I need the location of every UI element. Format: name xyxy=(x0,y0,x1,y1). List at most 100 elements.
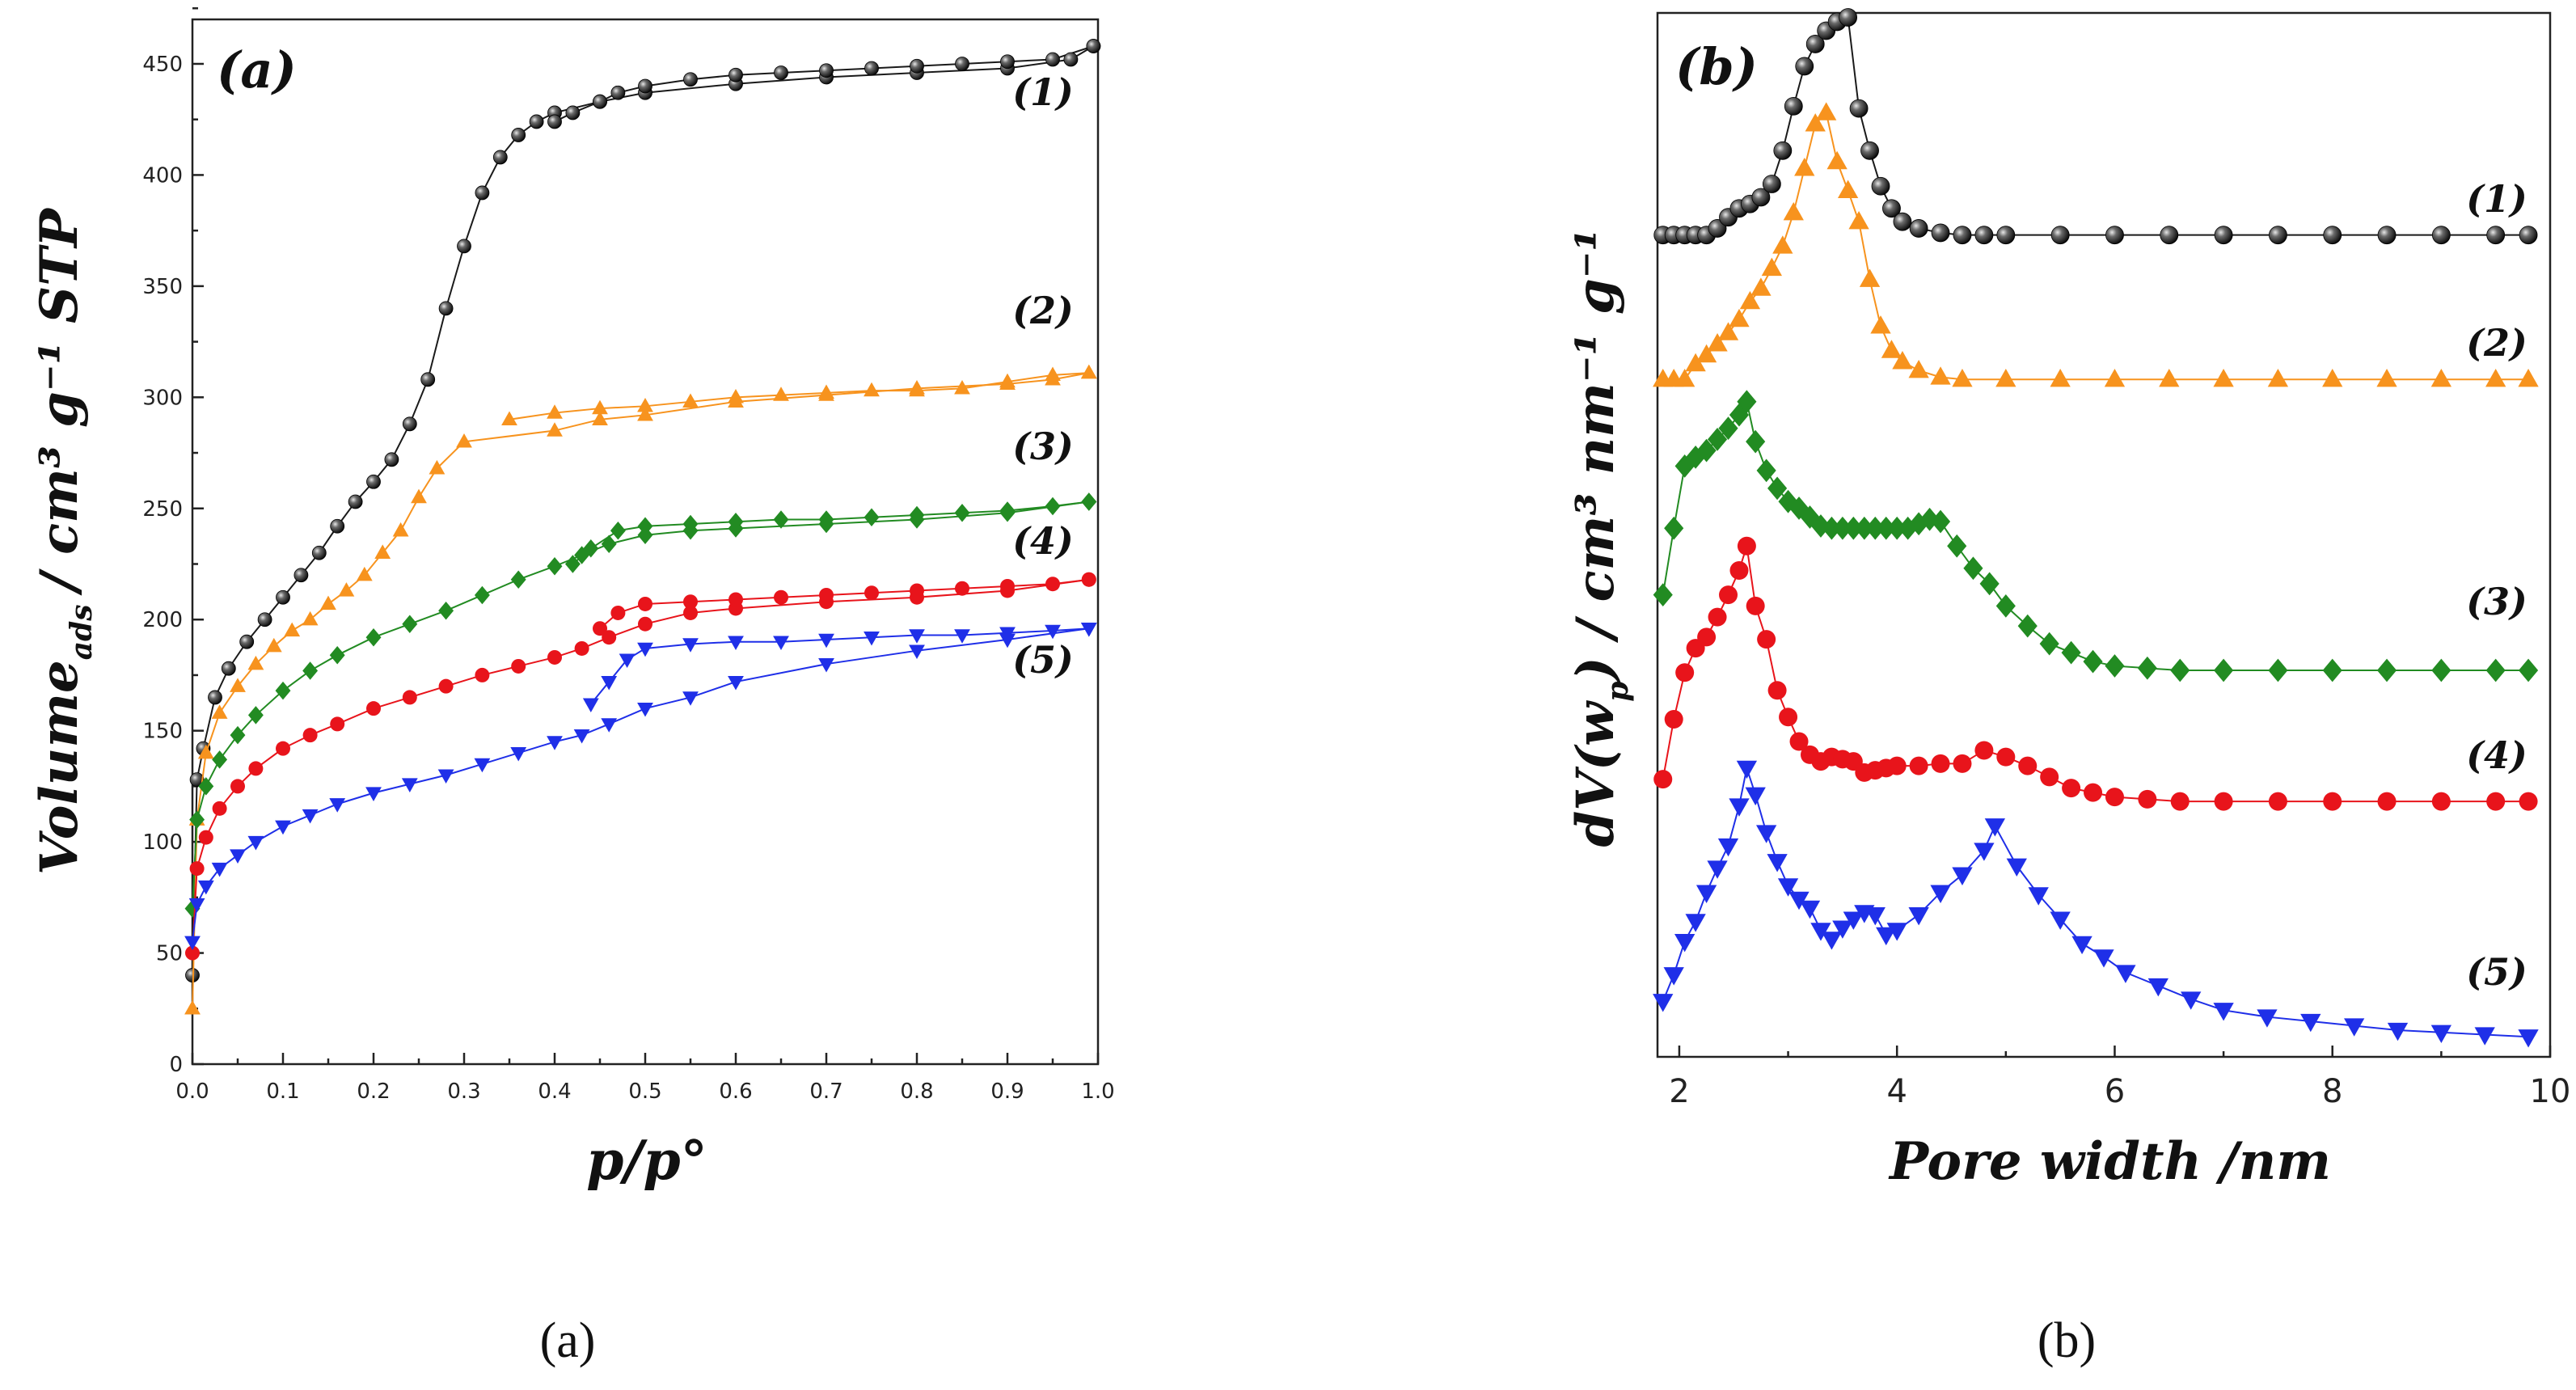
panel-a-data-point xyxy=(198,830,213,845)
panel-b-data-point xyxy=(1783,201,1804,221)
panel-b-data-point xyxy=(2028,887,2049,906)
panel-a-data-point xyxy=(474,585,490,605)
panel-a-data-point xyxy=(438,678,454,694)
panel-b-data-point xyxy=(1876,927,1897,946)
panel-a-data-point xyxy=(1080,364,1097,379)
panel-b-data-point xyxy=(2050,226,2070,245)
panel-b-data-point xyxy=(1736,760,1758,779)
panel-b-data-point xyxy=(1772,235,1793,254)
panel-a-desorption-line xyxy=(509,372,1089,420)
panel-b-data-point xyxy=(2170,658,2190,682)
panel-a-data-point xyxy=(683,605,698,620)
panel-a-series-4: (4) xyxy=(185,519,1096,961)
panel-b-data-point xyxy=(1685,353,1706,372)
panel-b-x-tick-label: 2 xyxy=(1669,1073,1689,1110)
panel-b-data-point xyxy=(2213,368,2234,387)
panel-a-data-point xyxy=(683,594,698,610)
panel-a-data-point xyxy=(212,750,228,769)
panel-b-data-point xyxy=(1708,607,1727,627)
panel-b-data-point xyxy=(1674,368,1696,387)
panel-b-frame xyxy=(1656,11,2552,1058)
panel-b-data-point xyxy=(1995,594,2016,618)
panel-a-data-point xyxy=(511,128,526,142)
panel-b-data-point xyxy=(1746,596,1765,615)
panel-b-data-point xyxy=(2105,226,2124,245)
panel-a-data-point xyxy=(230,725,246,745)
panel-a-data-point xyxy=(547,114,562,129)
panel-a-data-point xyxy=(728,513,744,531)
panel-b-data-point xyxy=(1909,756,1928,775)
panel-b-data-point xyxy=(1799,900,1821,919)
panel-b-data-point xyxy=(1745,787,1766,806)
panel-b-data-point xyxy=(1843,516,1864,540)
panel-a-data-point xyxy=(511,658,526,674)
panel-b-data-point xyxy=(1860,141,1879,160)
panel-b-ylabel: dV(wp) / cm³ nm⁻¹ g⁻¹ xyxy=(1565,228,1635,847)
panel-a-data-point xyxy=(602,630,617,645)
panel-a-data-point xyxy=(230,779,245,794)
panel-a-data-point xyxy=(197,880,214,895)
panel-a-data-point xyxy=(638,616,652,632)
panel-b-data-point xyxy=(2474,1027,2495,1046)
panel-a-data-point xyxy=(275,820,291,835)
panel-a-data-point xyxy=(682,691,699,706)
panel-b-data-point xyxy=(2376,658,2397,682)
panel-a-y-tick-label: 400 xyxy=(142,163,183,188)
panel-a-data-point xyxy=(637,406,653,421)
panel-b-data-point xyxy=(2061,640,2081,665)
panel-b-series-4: (4) xyxy=(1653,536,2538,811)
panel-b-data-point xyxy=(1837,180,1859,198)
panel-b-data-point xyxy=(1779,708,1798,727)
panel-a-data-point xyxy=(819,63,834,78)
panel-a-data-point xyxy=(184,936,201,951)
panel-b-data-point xyxy=(1717,322,1739,340)
panel-a-ylabel-sub: ads xyxy=(65,604,99,660)
panel-a-adsorption-line xyxy=(192,627,1089,942)
panel-a-data-point xyxy=(438,601,454,620)
panel-b-data-point xyxy=(1707,428,1728,451)
panel-a-x-tick-label: 0.2 xyxy=(357,1079,390,1104)
panel-b-ylabel-units: ) / cm³ nm⁻¹ g⁻¹ xyxy=(1565,228,1626,683)
panel-b-data-point xyxy=(1777,878,1799,897)
panel-a-data-point xyxy=(293,568,309,583)
panel-b-curve-label: (5) xyxy=(2466,950,2527,994)
panel-a-data-point xyxy=(302,809,319,824)
panel-b-data-point xyxy=(2430,1025,2452,1044)
panel-b-data-point xyxy=(2214,792,2233,811)
panel-a-data-point xyxy=(230,849,246,864)
panel-a-series-5: (5) xyxy=(184,623,1097,951)
panel-b-data-point xyxy=(2344,1018,2365,1037)
panel-a-data-point xyxy=(189,810,205,829)
panel-a-data-point xyxy=(610,85,626,100)
panel-a-data-point xyxy=(601,718,618,733)
panel-b-series-line xyxy=(1662,545,2529,803)
panel-a-data-point xyxy=(402,690,417,705)
panel-b-x-tick-label: 8 xyxy=(2322,1073,2342,1110)
panel-a-data-point xyxy=(510,570,526,589)
panel-b-data-point xyxy=(1882,199,1901,218)
panel-b-data-point xyxy=(1757,630,1776,649)
panel-b-data-point xyxy=(2322,368,2343,387)
panel-b-data-point xyxy=(1729,403,1750,427)
panel-a-data-point xyxy=(909,505,925,525)
panel-b-data-point xyxy=(1737,536,1756,556)
panel-b-data-point xyxy=(1696,438,1717,463)
panel-a-x-tick-label: 0.6 xyxy=(719,1079,752,1104)
panel-a-curve-label: (4) xyxy=(1012,519,1074,563)
panel-b-data-point xyxy=(1653,994,1674,1012)
panel-b-data-point xyxy=(1767,681,1787,700)
panel-b-data-point xyxy=(1767,854,1788,872)
panel-b-data-point xyxy=(1696,885,1717,903)
panel-b-data-point xyxy=(1755,825,1777,843)
panel-b-data-point xyxy=(2257,1009,2278,1028)
panel-a-data-point xyxy=(955,57,969,71)
panel-b-data-point xyxy=(2214,226,2233,245)
panel-a-data-point xyxy=(510,746,527,762)
panel-b-data-point xyxy=(1849,99,1869,118)
panel-b-series-5: (5) xyxy=(1653,760,2539,1048)
panel-b-data-point xyxy=(2104,368,2126,387)
panel-b-data-point xyxy=(1839,8,1858,27)
panel-a-data-point xyxy=(682,514,699,534)
panel-a-x-tick-label: 0.7 xyxy=(809,1079,842,1104)
